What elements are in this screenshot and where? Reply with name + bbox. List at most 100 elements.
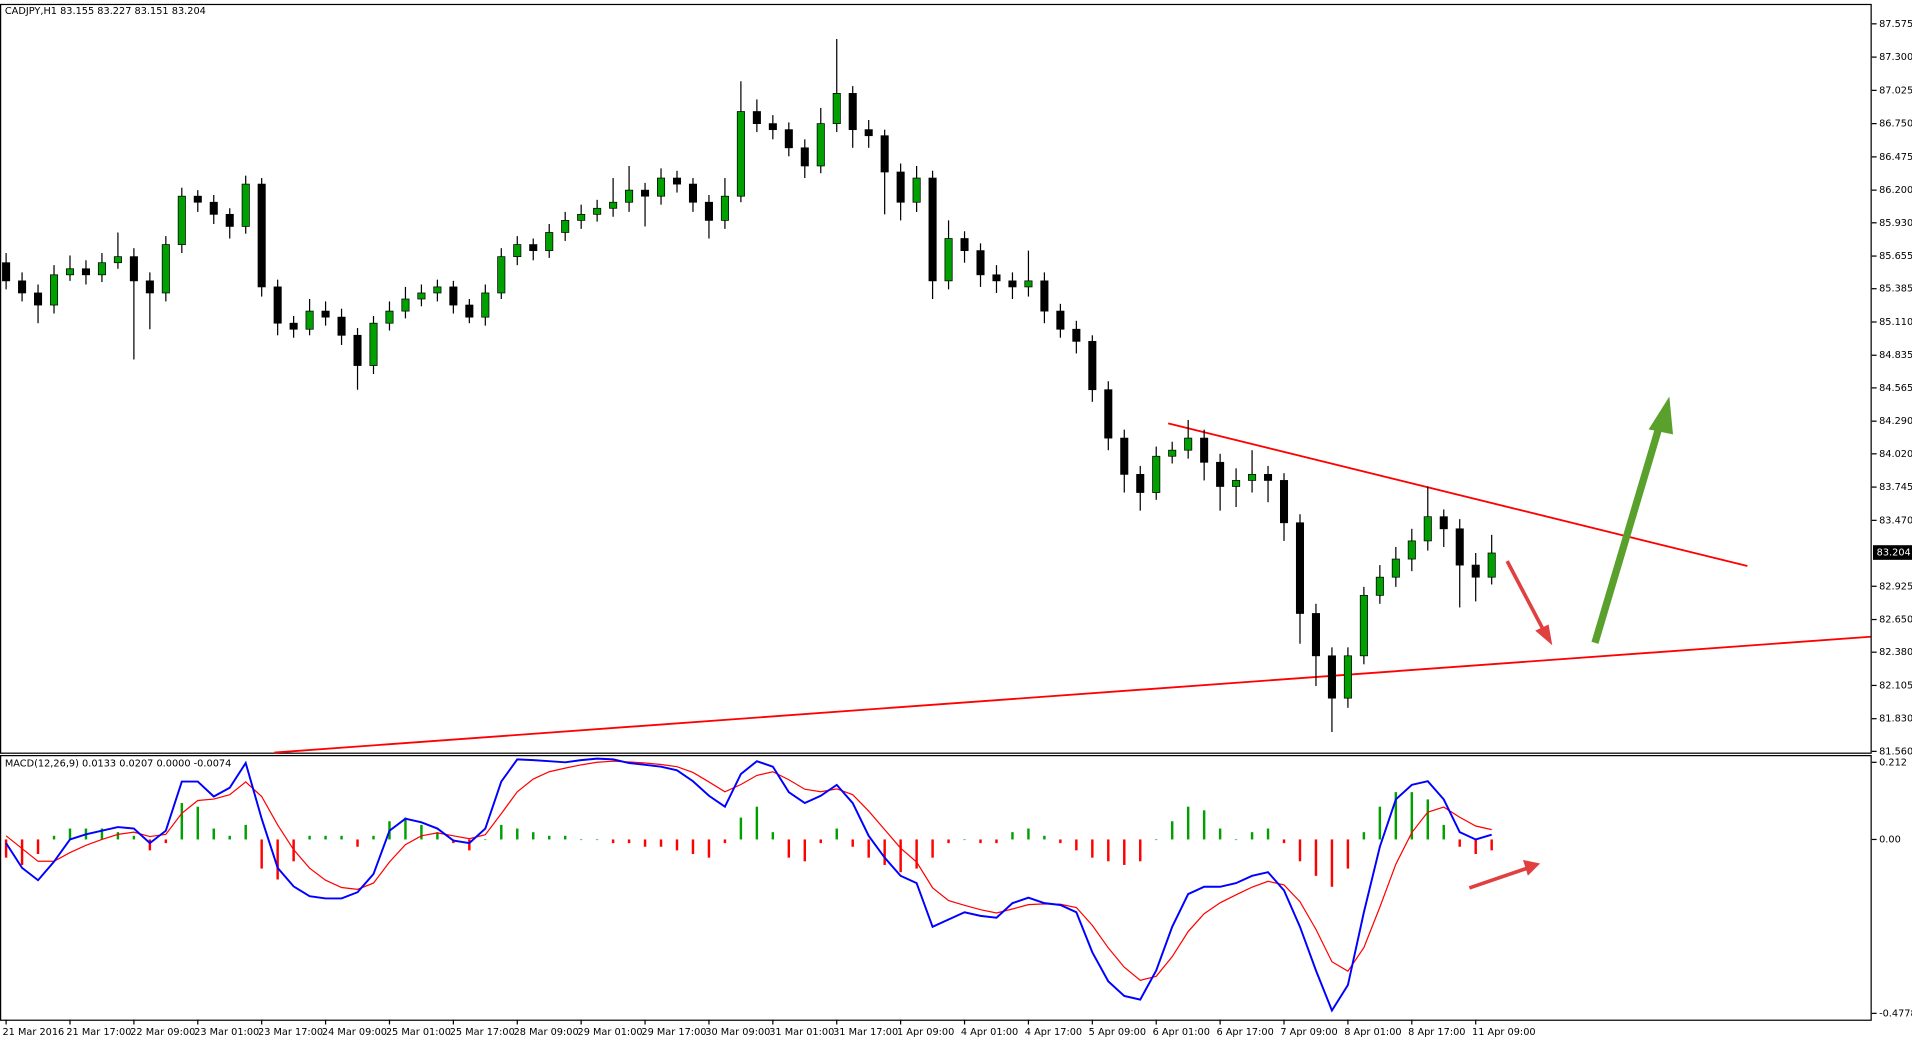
candle-body	[1008, 280, 1017, 288]
candle-body	[481, 292, 490, 318]
macd-arrow	[1468, 859, 1541, 890]
histogram-bar	[755, 806, 759, 840]
histogram-bar	[1330, 839, 1334, 887]
histogram-bar	[276, 839, 279, 880]
candle-body	[241, 183, 250, 227]
candle-body	[896, 171, 905, 203]
candle-body	[752, 111, 761, 124]
histogram-bar	[1410, 792, 1414, 840]
candle-body	[529, 244, 538, 251]
candle-body	[880, 135, 889, 173]
candle-body	[1072, 328, 1081, 342]
candle-body	[1375, 576, 1384, 596]
histogram-bar	[324, 835, 327, 840]
candle-body	[1295, 522, 1305, 614]
candle-body	[704, 201, 713, 221]
histogram-bar	[611, 839, 615, 844]
histogram-bar	[1075, 839, 1078, 851]
histogram-bar	[340, 835, 343, 840]
y-tick-label: 87.025	[1879, 85, 1912, 96]
candle-body	[433, 286, 442, 294]
histogram-bar	[627, 839, 631, 844]
candle-body	[641, 189, 650, 197]
candle-body	[465, 304, 474, 318]
candle-body	[1439, 516, 1448, 530]
candle-body	[657, 177, 666, 197]
histogram-bar	[1282, 839, 1286, 844]
up-arrow	[1591, 396, 1673, 644]
candle-body	[672, 177, 682, 185]
candle-body	[1232, 480, 1241, 487]
histogram-bar	[867, 839, 870, 858]
price-marker-label: 83.204	[1877, 548, 1911, 559]
x-tick-label: 29 Mar 17:00	[641, 1027, 706, 1038]
candle-body	[209, 201, 218, 215]
y-tick-label: 82.380	[1879, 647, 1912, 658]
candle-body	[225, 213, 234, 227]
x-tick-label: 7 Apr 09:00	[1280, 1027, 1337, 1038]
histogram-bar	[947, 839, 950, 844]
histogram-bar	[1458, 839, 1461, 847]
resistance-trendline	[1167, 422, 1748, 567]
candle-body	[417, 292, 426, 300]
histogram-bar	[851, 839, 854, 847]
y-tick-label: 82.650	[1879, 615, 1912, 626]
candle-body	[784, 129, 793, 149]
candle-body	[864, 129, 873, 137]
candle-body	[944, 238, 953, 282]
x-tick-label: 1 Apr 09:00	[897, 1027, 954, 1038]
y-tick-label: 84.835	[1879, 350, 1912, 361]
candle-body	[928, 177, 937, 282]
candle-body	[593, 207, 602, 215]
candle-body	[289, 322, 298, 330]
histogram-bar	[116, 832, 120, 840]
histogram-bar	[579, 839, 583, 841]
histogram-bar	[1027, 828, 1030, 840]
histogram-bar	[4, 839, 8, 858]
histogram-bar	[36, 839, 40, 855]
candle-body	[992, 274, 1001, 282]
x-tick-label: 31 Mar 17:00	[833, 1027, 898, 1038]
histogram-bar	[691, 839, 695, 855]
histogram-bar	[1155, 839, 1158, 841]
y-tick-label: 84.020	[1879, 449, 1912, 460]
candle-body	[912, 177, 921, 203]
x-tick-label: 21 Mar 17:00	[66, 1027, 131, 1038]
candle-body	[161, 244, 170, 294]
histogram-bar	[1490, 839, 1493, 851]
x-tick-label: 11 Apr 09:00	[1472, 1027, 1536, 1038]
histogram-bar	[1123, 839, 1126, 865]
x-tick-label: 22 Mar 09:00	[130, 1027, 195, 1038]
histogram-bar	[180, 803, 184, 840]
candle-body	[97, 262, 106, 276]
histogram-bar	[1234, 839, 1238, 841]
candle-body	[1216, 461, 1225, 487]
histogram-bar	[659, 839, 663, 847]
candle-body	[1391, 558, 1400, 578]
candle-body	[1264, 474, 1273, 481]
histogram-bar	[899, 839, 902, 873]
y-tick-label: 85.930	[1879, 218, 1912, 229]
main-pane	[0, 3, 1872, 754]
histogram-bar	[244, 824, 247, 840]
histogram-bar	[803, 839, 807, 862]
histogram-bar	[1107, 839, 1110, 862]
histogram-bar	[436, 832, 439, 840]
x-tick-label: 4 Apr 17:00	[1025, 1027, 1082, 1038]
histogram-bar	[1059, 839, 1062, 844]
x-tick-label: 23 Mar 01:00	[194, 1027, 259, 1038]
candle-body	[736, 111, 745, 197]
candle-body	[768, 123, 777, 131]
y-tick-label: 87.575	[1879, 19, 1912, 30]
histogram-bar	[1186, 806, 1190, 840]
candle-body	[449, 286, 458, 306]
histogram-bar	[516, 828, 519, 840]
candle-body	[816, 123, 825, 167]
candle-body	[960, 238, 969, 251]
x-tick-label: 5 Apr 09:00	[1089, 1027, 1146, 1038]
histogram-bar	[1442, 824, 1445, 840]
x-tick-label: 6 Apr 17:00	[1216, 1027, 1273, 1038]
candle-body	[257, 183, 266, 288]
candle-body	[273, 286, 282, 324]
